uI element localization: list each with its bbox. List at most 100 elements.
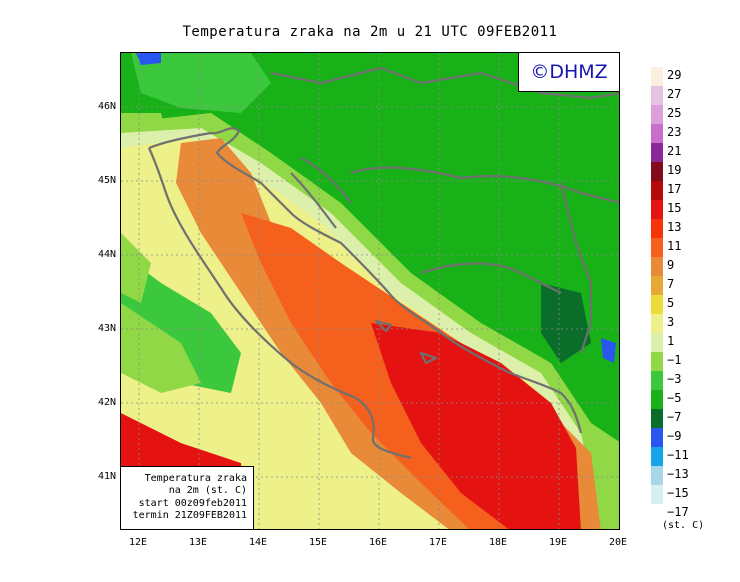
map-field-patch <box>371 323 581 529</box>
legend-row: 23 <box>651 124 713 143</box>
map-field-patch <box>121 303 201 393</box>
legend-swatch <box>651 162 663 181</box>
legend-unit: (st. C) <box>662 520 705 531</box>
legend-row: 19 <box>651 162 713 181</box>
lat-tick-label: 46N <box>97 101 116 112</box>
map-title: Temperatura zraka na 2m u 21 UTC 09FEB20… <box>182 24 558 40</box>
legend-swatch <box>651 447 663 466</box>
lon-tick-label: 18E <box>488 537 508 548</box>
legend-label: 3 <box>667 315 675 329</box>
legend-row: 9 <box>651 257 713 276</box>
legend-row: 21 <box>651 143 713 162</box>
legend-label: 11 <box>667 239 682 253</box>
lon-tick-label: 14E <box>248 537 268 548</box>
info-line: termin 21Z09FEB2011 <box>132 510 247 522</box>
legend-row: 25 <box>651 105 713 124</box>
legend-swatch <box>651 86 663 105</box>
map-field-patch <box>121 233 151 303</box>
legend-row: 11 <box>651 238 713 257</box>
lon-tick-label: 19E <box>548 537 568 548</box>
legend-row: 15 <box>651 200 713 219</box>
legend-swatch <box>651 352 663 371</box>
legend-row: 27 <box>651 86 713 105</box>
legend-label: 13 <box>667 220 682 234</box>
legend-swatch <box>651 485 663 504</box>
legend-row: 17 <box>651 181 713 200</box>
map-coastlines <box>148 66 619 460</box>
legend-label: 17 <box>667 182 682 196</box>
legend-label: 23 <box>667 125 682 139</box>
lon-tick-label: 12E <box>128 537 148 548</box>
info-line: na 2m (st. C) <box>168 485 247 497</box>
legend-swatch <box>651 504 663 523</box>
info-line: Temperatura zraka <box>144 473 247 484</box>
legend-swatch <box>651 257 663 276</box>
legend-swatch <box>651 181 663 200</box>
legend-swatch <box>651 105 663 124</box>
lat-tick-label: 44N <box>97 249 116 260</box>
lat-tick-label: 41N <box>97 471 116 482</box>
legend-swatch <box>651 428 663 447</box>
legend-label: 21 <box>667 144 682 158</box>
legend-swatch <box>651 409 663 428</box>
temperature-map <box>120 52 620 530</box>
legend-swatch <box>651 295 663 314</box>
legend-swatch <box>651 314 663 333</box>
legend-label: 19 <box>667 163 682 177</box>
map-field-patch <box>601 338 616 363</box>
legend-label: 25 <box>667 106 682 120</box>
legend-label: −13 <box>667 467 689 481</box>
legend-row: −5 <box>651 390 713 409</box>
lon-tick-label: 20E <box>608 537 628 548</box>
legend-swatch <box>651 276 663 295</box>
map-info-box: Temperatura zraka na 2m (st. C) start 00… <box>121 466 254 529</box>
legend-row: −3 <box>651 371 713 390</box>
legend-label: 7 <box>667 277 675 291</box>
legend-label: 29 <box>667 68 682 82</box>
legend-swatch <box>651 238 663 257</box>
legend-swatch <box>651 124 663 143</box>
map-field-patch <box>121 373 375 529</box>
legend-label: −17 <box>667 505 689 519</box>
lon-tick-label: 13E <box>188 537 208 548</box>
legend-swatch <box>651 219 663 238</box>
legend-label: −5 <box>667 391 682 405</box>
legend-label: 1 <box>667 334 675 348</box>
lon-tick-label: 17E <box>428 537 448 548</box>
legend-row: −7 <box>651 409 713 428</box>
legend-label: 5 <box>667 296 675 310</box>
legend-row: 5 <box>651 295 713 314</box>
legend-label: −7 <box>667 410 682 424</box>
map-field-patch <box>136 53 161 65</box>
legend-swatch <box>651 143 663 162</box>
legend-row: 13 <box>651 219 713 238</box>
lat-tick-label: 43N <box>97 323 116 334</box>
legend-row: 29 <box>651 67 713 86</box>
lat-tick-label: 42N <box>97 397 116 408</box>
map-grid <box>121 53 619 529</box>
legend-swatch <box>651 333 663 352</box>
lon-tick-label: 16E <box>368 537 388 548</box>
map-field-patch <box>131 53 271 113</box>
legend-row: 1 <box>651 333 713 352</box>
legend-label: −11 <box>667 448 689 462</box>
legend-swatch <box>651 200 663 219</box>
dhmz-logo: ©DHMZ <box>518 53 619 92</box>
legend-row: 7 <box>651 276 713 295</box>
legend-label: −1 <box>667 353 682 367</box>
info-line: start 00z09feb2011 <box>138 497 247 509</box>
legend-label: 27 <box>667 87 682 101</box>
legend-label: −9 <box>667 429 682 443</box>
lat-tick-label: 45N <box>97 175 116 186</box>
legend-row: −13 <box>651 466 713 485</box>
legend-swatch <box>651 466 663 485</box>
legend-label: −15 <box>667 486 689 500</box>
legend-label: −3 <box>667 372 682 386</box>
legend-row: −17 <box>651 504 713 523</box>
legend-swatch <box>651 390 663 409</box>
legend-swatch <box>651 371 663 390</box>
legend-row: 3 <box>651 314 713 333</box>
legend-row: −15 <box>651 485 713 504</box>
legend-row: −1 <box>651 352 713 371</box>
legend-swatch <box>651 67 663 86</box>
